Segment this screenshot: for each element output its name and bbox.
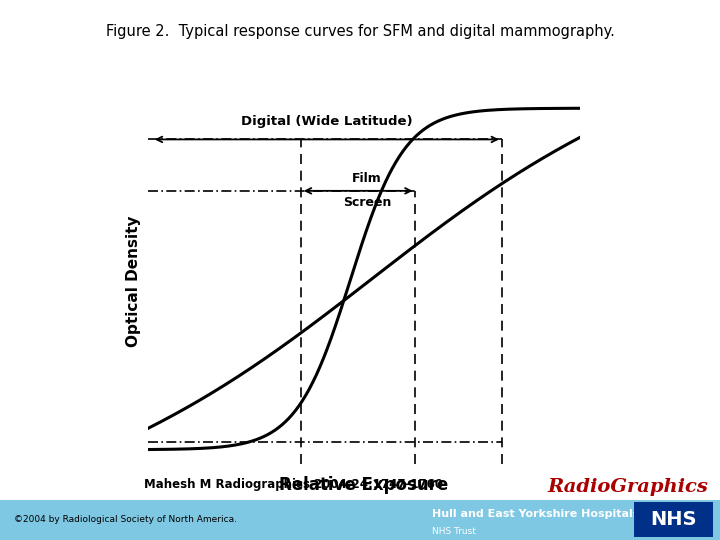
Text: ©2004 by Radiological Society of North America.: ©2004 by Radiological Society of North A… xyxy=(14,515,238,524)
Text: Film: Film xyxy=(352,172,382,185)
Text: Mahesh M Radiographics 2004;24:1747-1760: Mahesh M Radiographics 2004;24:1747-1760 xyxy=(144,478,443,491)
Text: Figure 2.  Typical response curves for SFM and digital mammography.: Figure 2. Typical response curves for SF… xyxy=(106,24,614,39)
Text: Hull and East Yorkshire Hospitals: Hull and East Yorkshire Hospitals xyxy=(432,509,639,519)
Text: NHS: NHS xyxy=(650,510,696,529)
Text: RadioGraphics: RadioGraphics xyxy=(547,478,708,496)
Text: Digital (Wide Latitude): Digital (Wide Latitude) xyxy=(241,116,413,129)
Text: NHS Trust: NHS Trust xyxy=(432,526,476,536)
Y-axis label: Optical Density: Optical Density xyxy=(126,215,140,347)
X-axis label: Relative Exposure: Relative Exposure xyxy=(279,476,449,494)
Text: Screen: Screen xyxy=(343,197,391,210)
